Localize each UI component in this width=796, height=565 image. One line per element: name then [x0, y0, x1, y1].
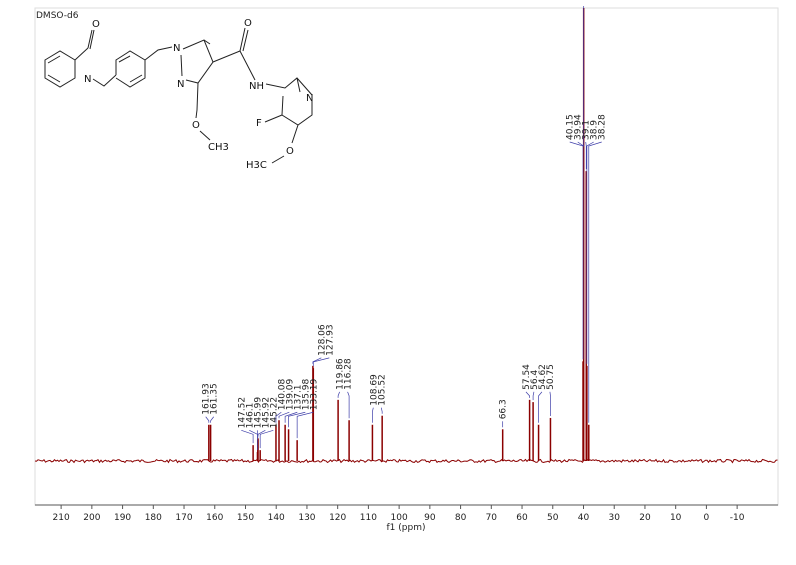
peak-label-leader — [259, 430, 274, 449]
peak-label-leader — [210, 416, 214, 423]
x-tick-label: 90 — [424, 513, 436, 523]
x-tick-label: 10 — [670, 513, 682, 523]
peak-label: 57.54 — [522, 364, 532, 390]
peak-label: 128.06 — [317, 324, 327, 356]
peak-label-leader — [257, 430, 266, 437]
peak-label-leader — [278, 411, 290, 419]
peak-label: 140.08 — [277, 378, 287, 410]
peak-label: 145.99 — [253, 397, 263, 429]
baseline-noise — [34, 458, 778, 464]
peak-label-leader — [588, 141, 602, 423]
peak-label-leader — [288, 411, 306, 428]
atom: F — [256, 118, 262, 129]
peak-label: 50.75 — [546, 364, 556, 390]
x-tick-label: 110 — [360, 513, 377, 523]
x-tick-label: 170 — [175, 513, 192, 523]
x-axis-label: f1 (ppm) — [387, 523, 426, 533]
atom: N — [173, 43, 180, 54]
atom: N — [306, 93, 313, 104]
peak-label-leader — [296, 411, 314, 439]
atom: CH3 — [208, 142, 229, 153]
atom: O — [192, 120, 200, 131]
x-tick-label: 200 — [83, 513, 100, 523]
x-tick-label: 120 — [329, 513, 346, 523]
x-tick-label: 210 — [53, 513, 70, 523]
peak-label-leader — [577, 6, 585, 147]
peak-label: 145.22 — [269, 397, 279, 429]
x-tick-label: 100 — [391, 513, 408, 523]
peak-label: 66.3 — [499, 399, 509, 419]
peak-label-leader — [538, 391, 543, 423]
x-tick-label: 0 — [704, 513, 710, 523]
peak-label: 40.15 — [566, 114, 576, 140]
atom: O — [286, 146, 294, 157]
atom: NH — [249, 81, 264, 92]
pyridinone-bonds — [44, 29, 95, 88]
peak-label: 39.1 — [582, 120, 592, 140]
peak-label-leader — [569, 141, 584, 360]
x-tick-label: 180 — [145, 513, 162, 523]
benzyl-bonds — [92, 46, 173, 88]
peak-label-leader — [585, 141, 587, 170]
x-tick-label: 150 — [237, 513, 254, 523]
peak-label-leader — [312, 357, 322, 364]
x-tick-label: 50 — [547, 513, 559, 523]
x-tick-label: 20 — [639, 513, 651, 523]
x-tick-label: 130 — [298, 513, 315, 523]
peak-label: 119.86 — [336, 358, 346, 390]
atom: N — [177, 79, 184, 90]
atom: H3C — [246, 160, 267, 171]
x-tick-label: 30 — [608, 513, 620, 523]
peak-label: 127.93 — [325, 324, 335, 356]
x-tick-label: 190 — [114, 513, 131, 523]
peak-label: 137.1 — [293, 384, 303, 410]
peak-label-leader — [241, 430, 254, 444]
peak-label-leader — [347, 391, 350, 419]
atom: N — [84, 74, 91, 85]
solvent-label: DMSO-d6 — [36, 11, 79, 21]
x-tick-label: 80 — [455, 513, 467, 523]
peak-label-leader — [337, 391, 340, 398]
x-tick-label: 140 — [268, 513, 285, 523]
peak-label: 116.28 — [344, 358, 354, 390]
peak-label: 161.35 — [210, 383, 220, 415]
peak-label-leader — [549, 391, 551, 416]
peak-label: 161.93 — [202, 383, 212, 415]
plot-frame — [34, 7, 779, 506]
peak-label: 56.4 — [530, 370, 540, 390]
peak-label: 135.98 — [301, 378, 311, 410]
peak-label: 54.62 — [538, 364, 548, 390]
peak-label: 146.1 — [245, 403, 255, 429]
peak-label-leader — [312, 357, 330, 367]
peak-label-leader — [586, 141, 594, 364]
peak-label-leader — [532, 391, 535, 401]
peak-label-leader — [380, 407, 383, 414]
atom: O — [244, 18, 252, 29]
molecule: O N N N O NH O CH3 F N O H3C — [44, 18, 313, 171]
peak-label: 147.52 — [237, 397, 247, 428]
peak-label: 145.92 — [261, 397, 271, 429]
peak-label: 133.19 — [309, 378, 319, 410]
x-tick-label: 70 — [486, 513, 498, 523]
atom: O — [92, 19, 100, 30]
core-bonds — [180, 27, 313, 144]
peak-label-leader — [525, 391, 530, 398]
peak-label: 108.69 — [369, 374, 379, 406]
peak-label-leader — [284, 411, 298, 423]
peak-label: 38.28 — [598, 114, 608, 140]
ether-bond — [199, 130, 211, 141]
methoxy-bond — [271, 155, 285, 164]
peak-label: 105.52 — [377, 374, 387, 406]
x-tick-label: 40 — [578, 513, 590, 523]
x-tick-label: 160 — [206, 513, 223, 523]
x-tick-label: -10 — [730, 513, 745, 523]
peak-label: 39.94 — [574, 114, 584, 140]
peak-label-leader — [275, 411, 282, 423]
peak-label-leader — [205, 416, 210, 423]
x-tick-label: 60 — [516, 513, 528, 523]
peak-label: 139.09 — [285, 378, 295, 410]
peak-label-leader — [372, 407, 374, 423]
peak-label: 38.9 — [590, 120, 600, 140]
